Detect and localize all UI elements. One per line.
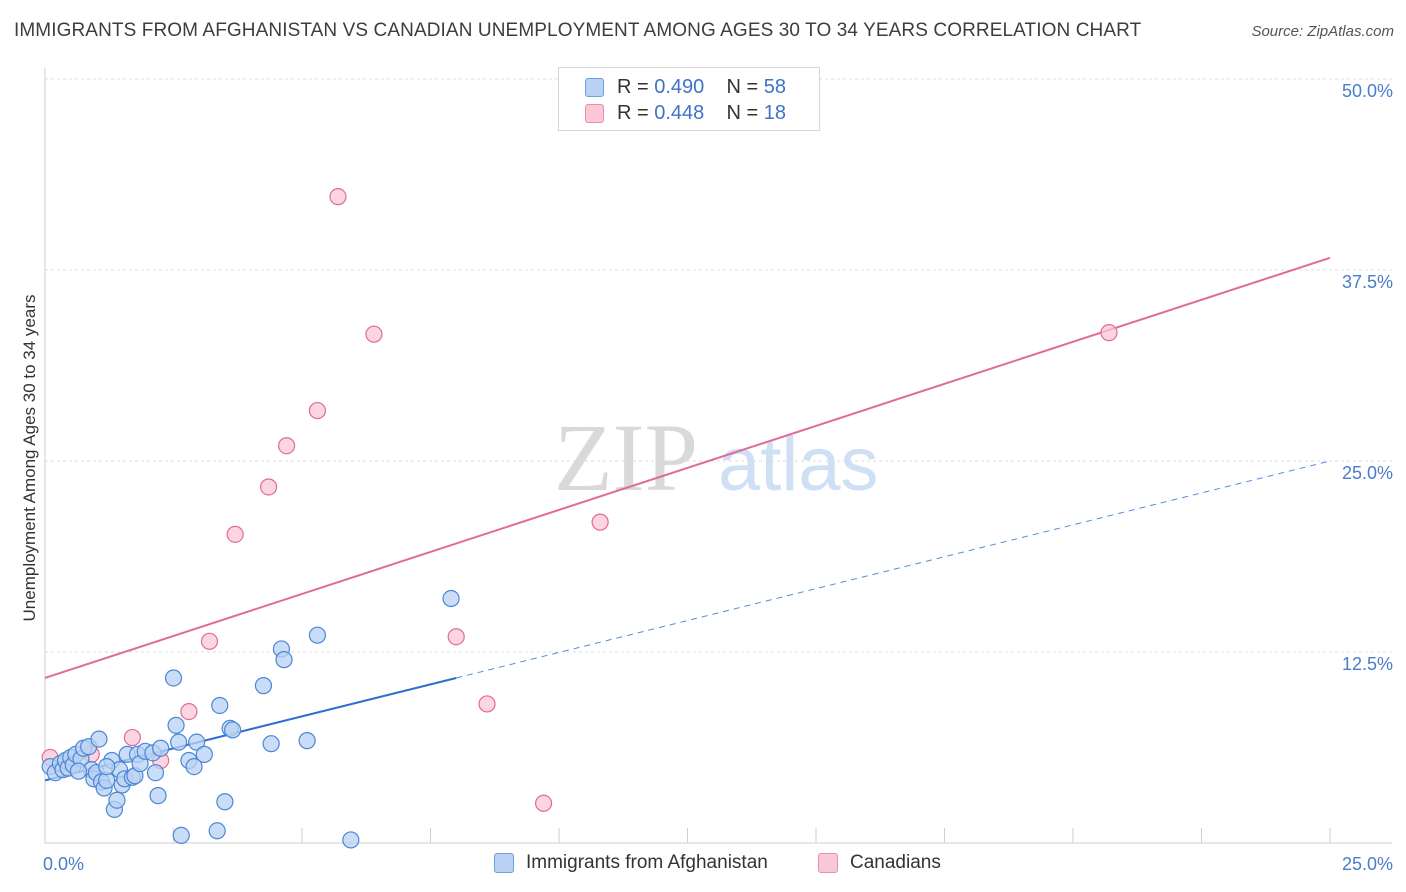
point-immigrants [146, 764, 165, 782]
point-immigrants [224, 721, 242, 739]
y-tick-label: 50.0% [1342, 81, 1393, 101]
point-immigrants [149, 787, 167, 805]
point-canadians [365, 325, 383, 343]
point-canadians [591, 513, 609, 531]
point-canadians [180, 702, 198, 721]
legend-r-label: R = [617, 76, 649, 98]
data-points [41, 188, 1118, 849]
trend-lines [44, 256, 1331, 782]
point-immigrants [442, 589, 460, 608]
point-canadians [308, 401, 327, 420]
point-immigrants [152, 739, 170, 757]
point-canadians [200, 632, 219, 650]
legend-r-value: 0.490 [654, 76, 705, 98]
legend-n-label: N = [726, 102, 759, 124]
point-immigrants [185, 757, 203, 776]
point-immigrants [308, 626, 327, 644]
point-immigrants [98, 757, 116, 776]
legend-r-value: 0.448 [654, 102, 705, 124]
correlation-legend: R = 0.490 N = 58 R = 0.448 N = 18 [558, 67, 820, 131]
point-canadians [447, 628, 465, 646]
legend-n-label: N = [726, 76, 759, 98]
y-tick-label: 25.0% [1342, 463, 1393, 483]
legend-swatch-pink [585, 104, 604, 123]
bottom-legend-label: Canadians [850, 852, 941, 873]
point-canadians [534, 794, 553, 812]
bottom-legend-swatch-blue [494, 853, 514, 873]
point-immigrants [167, 716, 185, 734]
point-immigrants [216, 793, 234, 811]
point-canadians [478, 695, 496, 713]
point-immigrants [262, 735, 280, 753]
point-immigrants [108, 791, 126, 809]
point-immigrants [195, 745, 213, 763]
point-immigrants [164, 669, 183, 687]
watermark-atlas: atlas [718, 422, 879, 507]
point-immigrants [275, 651, 293, 669]
x-tick-label-min: 0.0% [43, 854, 84, 874]
point-immigrants [211, 696, 229, 715]
axes: 12.5% 25.0% 37.5% 50.0% 0.0% 25.0% [43, 68, 1393, 874]
point-immigrants [188, 733, 206, 751]
chart-title: IMMIGRANTS FROM AFGHANISTAN VS CANADIAN … [14, 20, 1142, 41]
point-immigrants [90, 730, 108, 748]
point-immigrants [208, 822, 226, 840]
point-canadians [1100, 324, 1118, 342]
point-canadians [329, 188, 347, 206]
point-canadians [123, 728, 141, 747]
legend-swatch-blue [585, 78, 604, 97]
watermark: ZIP atlas [554, 404, 879, 511]
point-canadians [277, 437, 296, 455]
bottom-legend-swatch-pink [818, 853, 838, 873]
trend-line-immigrants-projection [456, 460, 1331, 679]
x-tick-label-max: 25.0% [1342, 854, 1393, 874]
legend-n-value: 58 [763, 76, 787, 98]
point-immigrants [172, 826, 190, 844]
y-tick-label: 12.5% [1342, 654, 1393, 674]
y-tick-label: 37.5% [1342, 272, 1393, 292]
y-axis-label: Unemployment Among Ages 30 to 34 years [20, 295, 39, 622]
legend-n-value: 18 [763, 102, 787, 124]
point-immigrants [342, 831, 360, 849]
legend-r-label: R = [617, 102, 649, 124]
bottom-legend-label: Immigrants from Afghanistan [526, 852, 768, 873]
point-immigrants [298, 732, 316, 750]
point-immigrants [69, 762, 88, 780]
point-canadians [259, 478, 278, 496]
point-immigrants [254, 677, 273, 695]
watermark-zip: ZIP [554, 404, 698, 511]
point-canadians [226, 525, 244, 543]
point-immigrants [170, 733, 188, 751]
chart-source: Source: ZipAtlas.com [1251, 23, 1394, 40]
trend-line-canadians [44, 256, 1331, 679]
gridlines [45, 78, 1392, 653]
